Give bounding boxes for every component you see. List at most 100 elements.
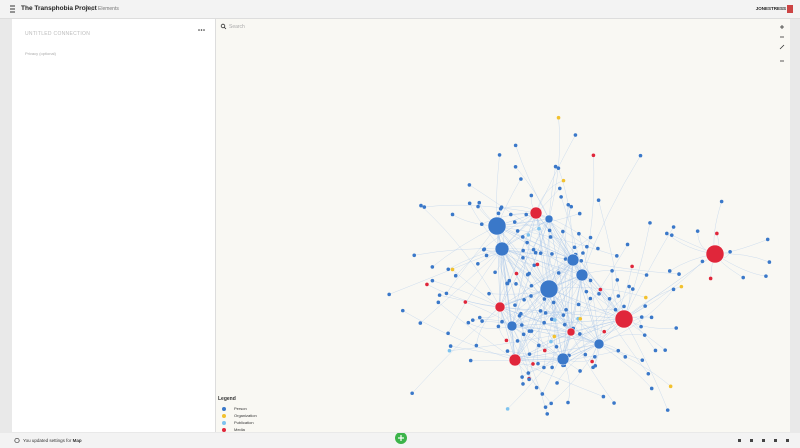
node[interactable] [665,408,670,412]
node[interactable] [663,348,667,352]
node[interactable] [466,320,471,325]
node[interactable] [437,293,442,297]
node[interactable] [602,329,607,334]
node[interactable] [630,264,634,269]
node[interactable] [591,153,596,158]
node[interactable] [715,231,719,236]
node[interactable] [507,278,512,283]
avatar[interactable] [787,5,793,13]
node[interactable] [419,203,423,208]
node[interactable] [476,262,480,266]
node[interactable] [505,349,510,353]
node[interactable] [562,322,567,327]
hub-node[interactable] [614,309,634,329]
node[interactable] [638,153,643,158]
node[interactable] [430,278,435,283]
node[interactable] [644,273,649,277]
node[interactable] [667,269,672,273]
node[interactable] [741,275,746,280]
node[interactable] [577,211,582,216]
node[interactable] [513,164,518,169]
node[interactable] [579,258,584,263]
node[interactable] [537,226,541,231]
node[interactable] [643,304,647,308]
node[interactable] [648,221,652,225]
node[interactable] [596,198,601,203]
node[interactable] [542,348,547,353]
node[interactable] [543,405,548,409]
node[interactable] [529,193,534,198]
node[interactable] [422,205,427,209]
node[interactable] [554,344,559,349]
node[interactable] [467,183,472,187]
node[interactable] [534,385,539,390]
node[interactable] [538,251,543,255]
hub-node[interactable] [566,327,576,337]
node[interactable] [527,329,532,333]
node[interactable] [529,294,533,298]
node[interactable] [558,186,562,191]
node[interactable] [513,303,517,307]
node[interactable] [545,412,550,416]
node[interactable] [695,229,700,233]
zoom-controls[interactable] [779,25,785,62]
node[interactable] [572,245,577,250]
node[interactable] [532,263,537,268]
hub-node[interactable] [544,214,554,224]
node[interactable] [517,313,522,318]
node[interactable] [555,381,559,385]
node[interactable] [412,253,417,258]
node[interactable] [559,195,563,199]
info-icon[interactable] [14,437,20,444]
node[interactable] [498,206,503,211]
menu-icon[interactable] [0,0,20,18]
node[interactable] [538,309,543,313]
node[interactable] [615,278,620,282]
node[interactable] [512,220,517,224]
node[interactable] [569,204,574,209]
node[interactable] [400,308,405,313]
legend-item[interactable]: Publication [218,419,257,426]
node[interactable] [765,237,770,242]
node[interactable] [616,348,621,353]
node[interactable] [548,235,553,239]
user-name[interactable]: JONESTRESS [755,6,786,11]
node[interactable] [543,311,548,315]
node[interactable] [446,267,451,272]
node[interactable] [649,315,654,320]
node[interactable] [549,401,553,406]
node[interactable] [550,252,554,256]
node[interactable] [615,254,619,258]
node[interactable] [561,178,566,183]
hub-node[interactable] [556,352,570,366]
node[interactable] [674,326,679,330]
hub-node[interactable] [529,206,543,220]
node[interactable] [531,362,535,366]
node[interactable] [504,338,509,343]
node[interactable] [521,382,525,386]
node[interactable] [535,262,540,267]
node[interactable] [515,339,520,343]
node[interactable] [527,377,531,382]
node[interactable] [588,278,593,283]
node[interactable] [578,369,582,373]
hub-node[interactable] [705,244,725,264]
node[interactable] [671,225,676,229]
node[interactable] [708,276,713,281]
hub-node[interactable] [487,216,507,236]
node[interactable] [610,269,614,273]
hub-node[interactable] [566,253,580,267]
node[interactable] [550,365,554,370]
node[interactable] [588,296,593,301]
node[interactable] [525,240,529,245]
node[interactable] [590,359,594,364]
hub-node[interactable] [539,279,559,299]
node[interactable] [470,318,475,322]
map-menu[interactable]: Map [84,6,94,12]
node[interactable] [536,361,540,366]
node[interactable] [598,287,603,292]
node[interactable] [537,343,541,348]
node[interactable] [514,282,518,286]
node[interactable] [601,394,606,399]
node[interactable] [477,315,482,320]
